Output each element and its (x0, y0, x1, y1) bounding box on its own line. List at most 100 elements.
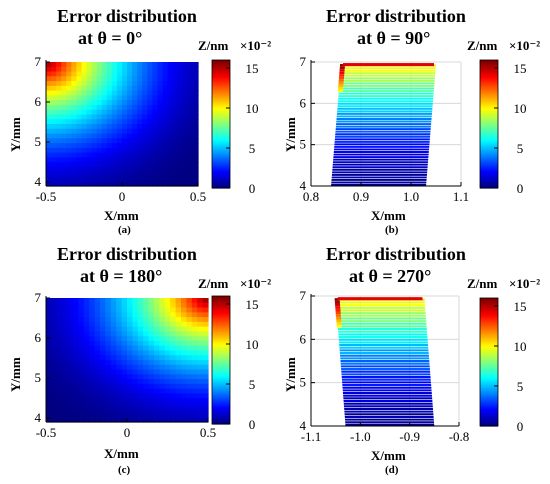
heatmap-cell (122, 162, 128, 168)
heatmap-cell (81, 181, 88, 187)
heatmap-cell (192, 143, 199, 149)
heatmap-cell (197, 398, 204, 404)
heatmap-cell (78, 336, 85, 342)
heatmap-cell (116, 95, 123, 101)
heatmap-cell (46, 412, 52, 418)
heatmap-cell (192, 176, 199, 182)
heatmap-cell (159, 360, 166, 366)
heatmap-band (338, 336, 428, 339)
heatmap-cell (46, 124, 52, 130)
colorbar-segment (480, 402, 498, 405)
heatmap-edge (337, 89, 343, 93)
heatmap-cell (100, 364, 106, 371)
heatmap-cell (148, 398, 155, 404)
heatmap-cell (187, 66, 194, 73)
heatmap-cell (51, 119, 57, 125)
heatmap-cell (187, 181, 194, 187)
heatmap-cell (89, 369, 96, 375)
heatmap-cell (187, 85, 194, 92)
heatmap-cell (187, 157, 194, 163)
heatmap-cell (182, 143, 189, 149)
colorbar-segment (480, 326, 498, 329)
colorbar-segment (212, 308, 230, 311)
heatmap-cell (56, 417, 63, 423)
heatmap-cell (94, 383, 101, 390)
heatmap-cell (51, 128, 57, 135)
colorbar-scale: ×10⁻² (240, 38, 272, 53)
colorbar-segment (212, 184, 230, 187)
heatmap-cell (100, 326, 106, 332)
heatmap-cell (111, 71, 118, 77)
heatmap-cell (122, 181, 128, 187)
colorbar-segment (480, 340, 498, 343)
heatmap-cell (162, 76, 169, 82)
heatmap-cell (94, 360, 101, 366)
colorbar-scale: ×10⁻² (509, 276, 541, 291)
heatmap-cell (111, 162, 118, 168)
heatmap-cell (202, 307, 209, 313)
heatmap-cell (162, 181, 169, 187)
heatmap-cell (154, 312, 160, 318)
heatmap-cell (67, 374, 74, 380)
heatmap-cell (67, 364, 74, 371)
colorbar-segment (212, 306, 230, 309)
colorbar-segment (480, 420, 498, 423)
y-tick-label: 7 (300, 288, 307, 303)
heatmap-cell (121, 355, 128, 361)
heatmap-band (342, 391, 432, 395)
heatmap-cell (157, 71, 164, 77)
heatmap-cell (202, 350, 209, 356)
heatmap-cell (62, 412, 69, 418)
colorbar-segment (480, 358, 498, 361)
heatmap-cell (181, 407, 187, 414)
heatmap-cell (46, 62, 52, 68)
heatmap-cell (137, 166, 143, 173)
heatmap-cell (62, 326, 69, 332)
colorbar-segment (480, 322, 498, 325)
heatmap-cell (46, 326, 52, 332)
heatmap-cell (164, 417, 171, 423)
heatmap-cell (111, 157, 118, 163)
heatmap-cell (116, 364, 123, 371)
heatmap-cell (172, 133, 179, 139)
heatmap-cell (62, 374, 69, 380)
heatmap-edge (336, 322, 342, 325)
colorbar-segment (212, 392, 230, 395)
heatmap-cell (51, 100, 57, 106)
colorbar-segment (212, 180, 230, 183)
heatmap-cell (148, 360, 155, 366)
heatmap-cell (62, 312, 69, 318)
heatmap-cell (121, 340, 128, 347)
colorbar-tick-label: 15 (246, 297, 259, 312)
heatmap-cell (127, 331, 133, 337)
heatmap-cell (116, 119, 123, 125)
heatmap-cell (56, 138, 62, 144)
colorbar-segment (480, 66, 498, 69)
heatmap-cell (142, 66, 148, 73)
heatmap-cell (76, 90, 83, 96)
heatmap-cell (167, 104, 174, 111)
heatmap-cell (96, 76, 103, 82)
heatmap-cell (46, 302, 52, 309)
colorbar-label: Z/nm (467, 38, 498, 53)
heatmap-cell (94, 298, 101, 304)
colorbar-segment (480, 132, 498, 135)
colorbar-segment (480, 298, 498, 301)
heatmap-cell (152, 143, 159, 149)
heatmap-band (339, 354, 429, 357)
heatmap-cell (147, 143, 153, 149)
heatmap-cell (66, 128, 72, 135)
heatmap-cell (148, 326, 155, 332)
colorbar-segment (480, 318, 498, 321)
colorbar-segment (212, 364, 230, 367)
heatmap-band (335, 301, 425, 304)
heatmap-cell (143, 312, 150, 318)
heatmap-cell (162, 133, 169, 139)
heatmap-cell (56, 407, 63, 414)
heatmap-cell (71, 171, 77, 178)
heatmap-cell (91, 128, 98, 135)
heatmap-cell (78, 402, 85, 409)
heatmap-cell (152, 166, 159, 173)
heatmap-cell (78, 393, 85, 399)
heatmap-cell (105, 407, 112, 414)
